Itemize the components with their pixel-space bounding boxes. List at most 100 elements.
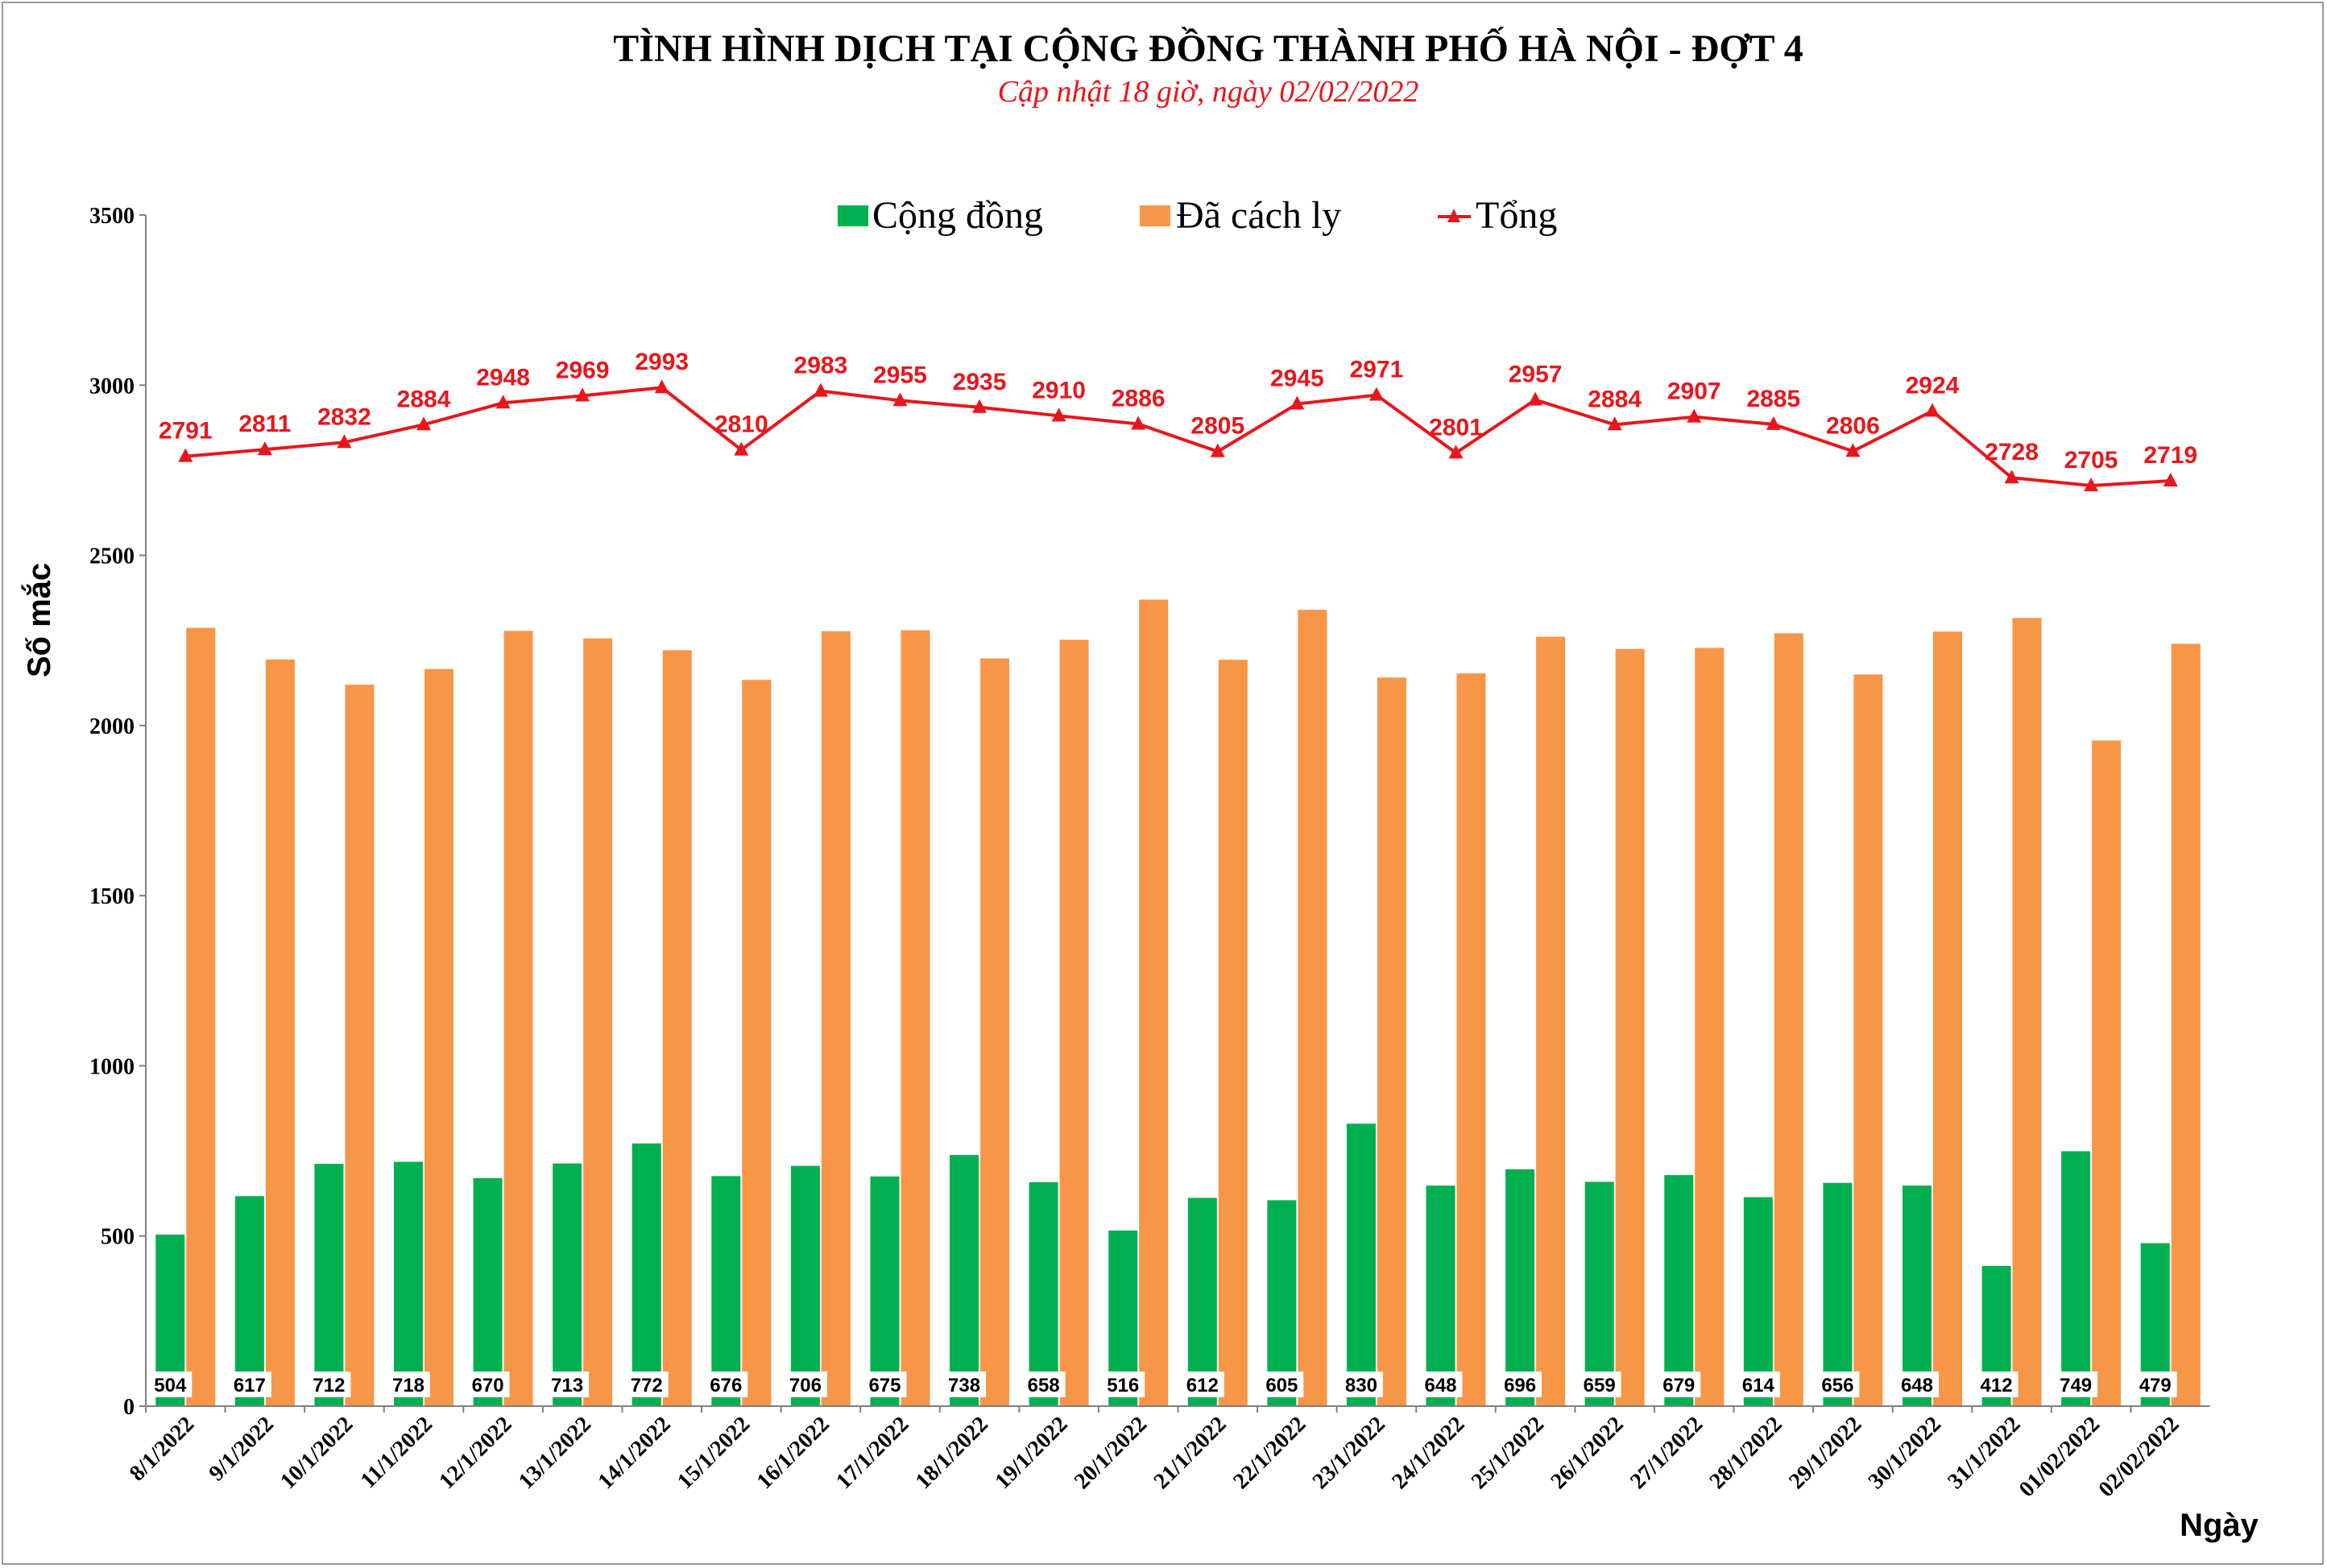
label-box-cong-dong	[704, 1371, 748, 1397]
data-label-cong-dong: 749	[2060, 1375, 2092, 1396]
data-label-cong-dong: 658	[1028, 1375, 1060, 1396]
x-tick-label: 31/1/2022	[1943, 1412, 2025, 1494]
marker-tong	[1528, 391, 1543, 406]
data-label-cong-dong: 659	[1584, 1375, 1616, 1396]
bar-da-cach-ly	[2171, 643, 2201, 1406]
data-label-tong: 2728	[1985, 439, 2039, 465]
bar-da-cach-ly	[186, 627, 216, 1406]
y-axis: 0 500 1000 1500 2000 2500 3000 3500	[89, 204, 147, 1420]
data-label-cong-dong: 706	[789, 1375, 822, 1396]
y-tick-label: 1000	[89, 1054, 135, 1079]
bar-cong-dong	[631, 1143, 661, 1406]
data-label-tong: 2971	[1350, 357, 1404, 383]
bar-da-cach-ly	[742, 680, 772, 1406]
x-tick-label: 8/1/2022	[125, 1412, 199, 1486]
data-label-tong: 2907	[1667, 379, 1721, 405]
x-tick-label: 14/1/2022	[593, 1412, 675, 1494]
legend-label-cong-dong: Cộng đồng	[872, 194, 1043, 237]
label-box-cong-dong	[1577, 1371, 1621, 1397]
x-tick-label: 26/1/2022	[1546, 1412, 1628, 1494]
data-label-cong-dong: 676	[710, 1375, 742, 1396]
data-label-cong-dong: 670	[472, 1375, 504, 1396]
data-label-tong: 2945	[1270, 366, 1324, 392]
bar-da-cach-ly	[424, 668, 454, 1406]
bar-cong-dong	[950, 1155, 979, 1406]
label-box-cong-dong	[1101, 1371, 1145, 1397]
data-label-cong-dong: 605	[1265, 1375, 1298, 1396]
bar-da-cach-ly	[662, 650, 692, 1406]
data-label-cong-dong: 504	[154, 1375, 187, 1396]
x-tick-label: 19/1/2022	[990, 1412, 1072, 1494]
label-box-cong-dong	[307, 1371, 351, 1397]
data-label-cong-dong: 617	[234, 1375, 266, 1396]
data-label-tong: 2957	[1509, 361, 1563, 387]
marker-tong	[1607, 416, 1622, 431]
x-tick-label: 21/1/2022	[1149, 1412, 1232, 1494]
label-box-cong-dong	[1260, 1371, 1304, 1397]
legend-label-tong: Tổng	[1476, 194, 1557, 237]
bar-da-cach-ly	[1218, 660, 1248, 1406]
bar-da-cach-ly	[1059, 639, 1089, 1406]
bar-cong-dong	[1664, 1175, 1694, 1406]
marker-tong	[654, 379, 669, 394]
label-box-cong-dong	[1816, 1371, 1860, 1397]
label-box-cong-dong	[2133, 1371, 2177, 1397]
marker-tong	[1290, 395, 1305, 410]
bar-da-cach-ly	[503, 631, 533, 1406]
x-tick-label: 29/1/2022	[1784, 1412, 1866, 1494]
label-box-cong-dong	[624, 1371, 669, 1397]
chart-subtitle: Cập nhật 18 giờ, ngày 02/02/2022	[998, 75, 1419, 109]
bar-da-cach-ly	[1932, 631, 1962, 1406]
label-box-cong-dong	[1736, 1371, 1780, 1397]
label-box-cong-dong	[942, 1371, 987, 1397]
data-label-tong: 2955	[873, 362, 927, 388]
label-box-cong-dong	[1498, 1371, 1542, 1397]
marker-tong	[813, 383, 828, 397]
legend-swatch-da-cach-ly	[1140, 205, 1170, 226]
x-tick-label: 9/1/2022	[204, 1412, 278, 1486]
data-label-tong: 2705	[2064, 447, 2118, 474]
marker-tong	[337, 434, 352, 449]
x-tick-label: 22/1/2022	[1228, 1412, 1310, 1494]
bar-da-cach-ly	[1377, 677, 1406, 1406]
marker-tong	[2004, 470, 2019, 484]
legend: Cộng đồng Đã cách ly Tổng	[838, 194, 1557, 237]
marker-tong	[2163, 473, 2178, 487]
data-label-cong-dong: 713	[551, 1375, 583, 1396]
bar-da-cach-ly	[901, 630, 930, 1406]
data-label-tong: 2886	[1112, 385, 1166, 412]
marker-tong	[1766, 416, 1781, 430]
data-label-tong: 2810	[714, 412, 768, 438]
data-label-tong: 2806	[1826, 412, 1880, 439]
y-axis-label: Số mắc	[20, 563, 57, 677]
x-tick-label: 20/1/2022	[1070, 1412, 1152, 1494]
data-label-cong-dong: 656	[1821, 1375, 1853, 1396]
label-box-cong-dong	[1657, 1371, 1701, 1397]
bars	[155, 599, 2201, 1406]
marker-tong	[1210, 443, 1225, 457]
data-label-cong-dong: 772	[631, 1375, 663, 1396]
bar-cong-dong	[1902, 1185, 1932, 1406]
bar-cong-dong	[314, 1164, 344, 1406]
line-tong	[185, 386, 2171, 487]
bar-da-cach-ly	[2092, 740, 2122, 1406]
bar-cong-dong	[790, 1165, 820, 1406]
x-tick-label: 15/1/2022	[673, 1412, 755, 1494]
label-box-cong-dong	[1418, 1371, 1463, 1397]
label-box-cong-dong	[863, 1371, 907, 1397]
x-tick-label: 24/1/2022	[1387, 1412, 1469, 1494]
x-tick-label: 13/1/2022	[514, 1412, 596, 1494]
x-tick-label: 25/1/2022	[1467, 1412, 1549, 1494]
data-label-tong: 2983	[794, 352, 848, 379]
label-box-cong-dong	[1180, 1371, 1224, 1397]
data-label-tong: 2811	[238, 411, 291, 437]
label-box-cong-dong	[545, 1371, 590, 1397]
marker-tong	[257, 441, 272, 456]
data-label-cong-dong: 696	[1504, 1375, 1536, 1396]
bar-da-cach-ly	[1456, 673, 1486, 1406]
bar-cong-dong	[1426, 1185, 1455, 1406]
marker-tong	[1448, 445, 1464, 459]
data-labels: 504 617 712 718 670 713 772 676 706 675 738 658 516 6…	[148, 349, 2197, 1397]
data-label-tong: 2969	[556, 357, 610, 383]
